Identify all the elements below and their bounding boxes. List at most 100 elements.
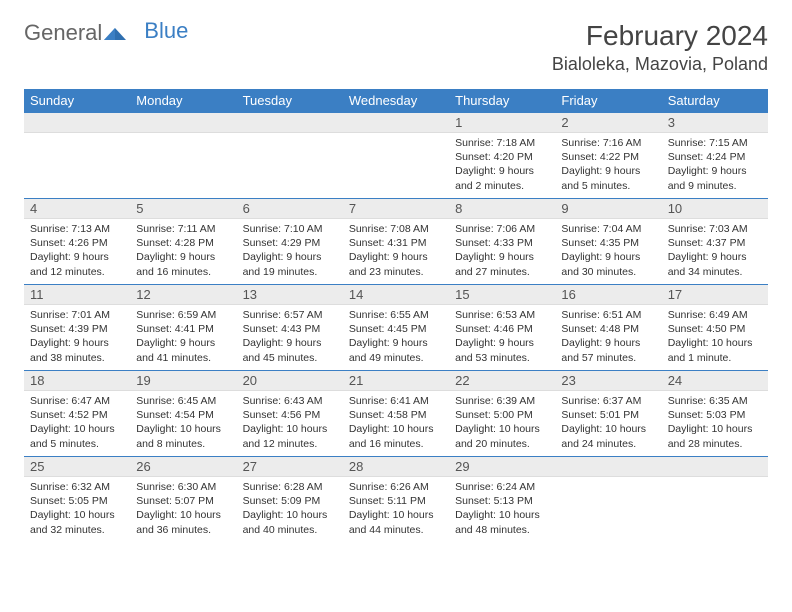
day-number: 10 — [662, 199, 768, 219]
header: General Blue February 2024 Bialoleka, Ma… — [24, 20, 768, 75]
day-details: Sunrise: 7:13 AMSunset: 4:26 PMDaylight:… — [24, 219, 130, 282]
day-number: 16 — [555, 285, 661, 305]
calendar-cell: 1Sunrise: 7:18 AMSunset: 4:20 PMDaylight… — [449, 113, 555, 199]
day-details: Sunrise: 7:15 AMSunset: 4:24 PMDaylight:… — [662, 133, 768, 196]
day-details: Sunrise: 6:51 AMSunset: 4:48 PMDaylight:… — [555, 305, 661, 368]
calendar-cell — [130, 113, 236, 199]
calendar-cell: 24Sunrise: 6:35 AMSunset: 5:03 PMDayligh… — [662, 371, 768, 457]
calendar-cell: 5Sunrise: 7:11 AMSunset: 4:28 PMDaylight… — [130, 199, 236, 285]
calendar-cell: 19Sunrise: 6:45 AMSunset: 4:54 PMDayligh… — [130, 371, 236, 457]
calendar-cell: 12Sunrise: 6:59 AMSunset: 4:41 PMDayligh… — [130, 285, 236, 371]
title-block: February 2024 Bialoleka, Mazovia, Poland — [552, 20, 768, 75]
day-details: Sunrise: 7:03 AMSunset: 4:37 PMDaylight:… — [662, 219, 768, 282]
calendar-cell: 13Sunrise: 6:57 AMSunset: 4:43 PMDayligh… — [237, 285, 343, 371]
day-details: Sunrise: 6:47 AMSunset: 4:52 PMDaylight:… — [24, 391, 130, 454]
calendar-table: SundayMondayTuesdayWednesdayThursdayFrid… — [24, 89, 768, 543]
calendar-cell: 14Sunrise: 6:55 AMSunset: 4:45 PMDayligh… — [343, 285, 449, 371]
calendar-cell: 22Sunrise: 6:39 AMSunset: 5:00 PMDayligh… — [449, 371, 555, 457]
calendar-cell: 8Sunrise: 7:06 AMSunset: 4:33 PMDaylight… — [449, 199, 555, 285]
calendar-cell: 20Sunrise: 6:43 AMSunset: 4:56 PMDayligh… — [237, 371, 343, 457]
calendar-cell: 15Sunrise: 6:53 AMSunset: 4:46 PMDayligh… — [449, 285, 555, 371]
day-number: 7 — [343, 199, 449, 219]
day-details: Sunrise: 6:49 AMSunset: 4:50 PMDaylight:… — [662, 305, 768, 368]
day-number: 20 — [237, 371, 343, 391]
day-number: 3 — [662, 113, 768, 133]
day-details: Sunrise: 7:10 AMSunset: 4:29 PMDaylight:… — [237, 219, 343, 282]
day-details: Sunrise: 6:37 AMSunset: 5:01 PMDaylight:… — [555, 391, 661, 454]
day-number: 19 — [130, 371, 236, 391]
calendar-cell: 3Sunrise: 7:15 AMSunset: 4:24 PMDaylight… — [662, 113, 768, 199]
calendar-cell: 21Sunrise: 6:41 AMSunset: 4:58 PMDayligh… — [343, 371, 449, 457]
calendar-cell: 11Sunrise: 7:01 AMSunset: 4:39 PMDayligh… — [24, 285, 130, 371]
calendar-cell — [24, 113, 130, 199]
weekday-header: Saturday — [662, 89, 768, 113]
day-number: 11 — [24, 285, 130, 305]
day-details: Sunrise: 6:30 AMSunset: 5:07 PMDaylight:… — [130, 477, 236, 540]
location: Bialoleka, Mazovia, Poland — [552, 54, 768, 75]
calendar-cell: 26Sunrise: 6:30 AMSunset: 5:07 PMDayligh… — [130, 457, 236, 543]
day-details: Sunrise: 7:04 AMSunset: 4:35 PMDaylight:… — [555, 219, 661, 282]
logo: General Blue — [24, 20, 188, 46]
calendar-row: 11Sunrise: 7:01 AMSunset: 4:39 PMDayligh… — [24, 285, 768, 371]
day-details: Sunrise: 7:06 AMSunset: 4:33 PMDaylight:… — [449, 219, 555, 282]
calendar-cell: 7Sunrise: 7:08 AMSunset: 4:31 PMDaylight… — [343, 199, 449, 285]
day-number: 18 — [24, 371, 130, 391]
day-number: 5 — [130, 199, 236, 219]
day-details: Sunrise: 7:16 AMSunset: 4:22 PMDaylight:… — [555, 133, 661, 196]
day-details: Sunrise: 7:08 AMSunset: 4:31 PMDaylight:… — [343, 219, 449, 282]
day-details: Sunrise: 6:24 AMSunset: 5:13 PMDaylight:… — [449, 477, 555, 540]
calendar-row: 18Sunrise: 6:47 AMSunset: 4:52 PMDayligh… — [24, 371, 768, 457]
weekday-header: Tuesday — [237, 89, 343, 113]
calendar-cell — [237, 113, 343, 199]
day-number: 14 — [343, 285, 449, 305]
day-details: Sunrise: 7:01 AMSunset: 4:39 PMDaylight:… — [24, 305, 130, 368]
calendar-cell: 25Sunrise: 6:32 AMSunset: 5:05 PMDayligh… — [24, 457, 130, 543]
calendar-row: 1Sunrise: 7:18 AMSunset: 4:20 PMDaylight… — [24, 113, 768, 199]
day-details: Sunrise: 6:32 AMSunset: 5:05 PMDaylight:… — [24, 477, 130, 540]
weekday-header: Friday — [555, 89, 661, 113]
day-details: Sunrise: 7:11 AMSunset: 4:28 PMDaylight:… — [130, 219, 236, 282]
calendar-cell: 9Sunrise: 7:04 AMSunset: 4:35 PMDaylight… — [555, 199, 661, 285]
logo-text-blue: Blue — [144, 18, 188, 44]
day-details: Sunrise: 6:59 AMSunset: 4:41 PMDaylight:… — [130, 305, 236, 368]
calendar-cell: 27Sunrise: 6:28 AMSunset: 5:09 PMDayligh… — [237, 457, 343, 543]
day-details: Sunrise: 6:55 AMSunset: 4:45 PMDaylight:… — [343, 305, 449, 368]
weekday-header: Monday — [130, 89, 236, 113]
calendar-cell: 29Sunrise: 6:24 AMSunset: 5:13 PMDayligh… — [449, 457, 555, 543]
day-number: 4 — [24, 199, 130, 219]
day-number: 28 — [343, 457, 449, 477]
calendar-cell — [343, 113, 449, 199]
day-details: Sunrise: 6:45 AMSunset: 4:54 PMDaylight:… — [130, 391, 236, 454]
calendar-cell: 10Sunrise: 7:03 AMSunset: 4:37 PMDayligh… — [662, 199, 768, 285]
calendar-cell — [662, 457, 768, 543]
day-number: 6 — [237, 199, 343, 219]
calendar-cell: 2Sunrise: 7:16 AMSunset: 4:22 PMDaylight… — [555, 113, 661, 199]
weekday-header: Thursday — [449, 89, 555, 113]
day-number: 21 — [343, 371, 449, 391]
day-number: 26 — [130, 457, 236, 477]
day-number: 29 — [449, 457, 555, 477]
weekday-row: SundayMondayTuesdayWednesdayThursdayFrid… — [24, 89, 768, 113]
day-number: 22 — [449, 371, 555, 391]
calendar-body: 1Sunrise: 7:18 AMSunset: 4:20 PMDaylight… — [24, 113, 768, 543]
calendar-row: 4Sunrise: 7:13 AMSunset: 4:26 PMDaylight… — [24, 199, 768, 285]
calendar-cell: 17Sunrise: 6:49 AMSunset: 4:50 PMDayligh… — [662, 285, 768, 371]
calendar-cell: 16Sunrise: 6:51 AMSunset: 4:48 PMDayligh… — [555, 285, 661, 371]
day-details: Sunrise: 6:35 AMSunset: 5:03 PMDaylight:… — [662, 391, 768, 454]
weekday-header: Sunday — [24, 89, 130, 113]
day-number: 2 — [555, 113, 661, 133]
day-number: 9 — [555, 199, 661, 219]
day-details: Sunrise: 6:53 AMSunset: 4:46 PMDaylight:… — [449, 305, 555, 368]
day-number: 15 — [449, 285, 555, 305]
day-number: 27 — [237, 457, 343, 477]
day-details: Sunrise: 6:39 AMSunset: 5:00 PMDaylight:… — [449, 391, 555, 454]
day-number: 12 — [130, 285, 236, 305]
day-details: Sunrise: 6:26 AMSunset: 5:11 PMDaylight:… — [343, 477, 449, 540]
calendar-cell: 28Sunrise: 6:26 AMSunset: 5:11 PMDayligh… — [343, 457, 449, 543]
day-details: Sunrise: 6:28 AMSunset: 5:09 PMDaylight:… — [237, 477, 343, 540]
month-title: February 2024 — [552, 20, 768, 52]
logo-icon — [104, 20, 126, 46]
day-number: 17 — [662, 285, 768, 305]
calendar-cell — [555, 457, 661, 543]
calendar-cell: 6Sunrise: 7:10 AMSunset: 4:29 PMDaylight… — [237, 199, 343, 285]
